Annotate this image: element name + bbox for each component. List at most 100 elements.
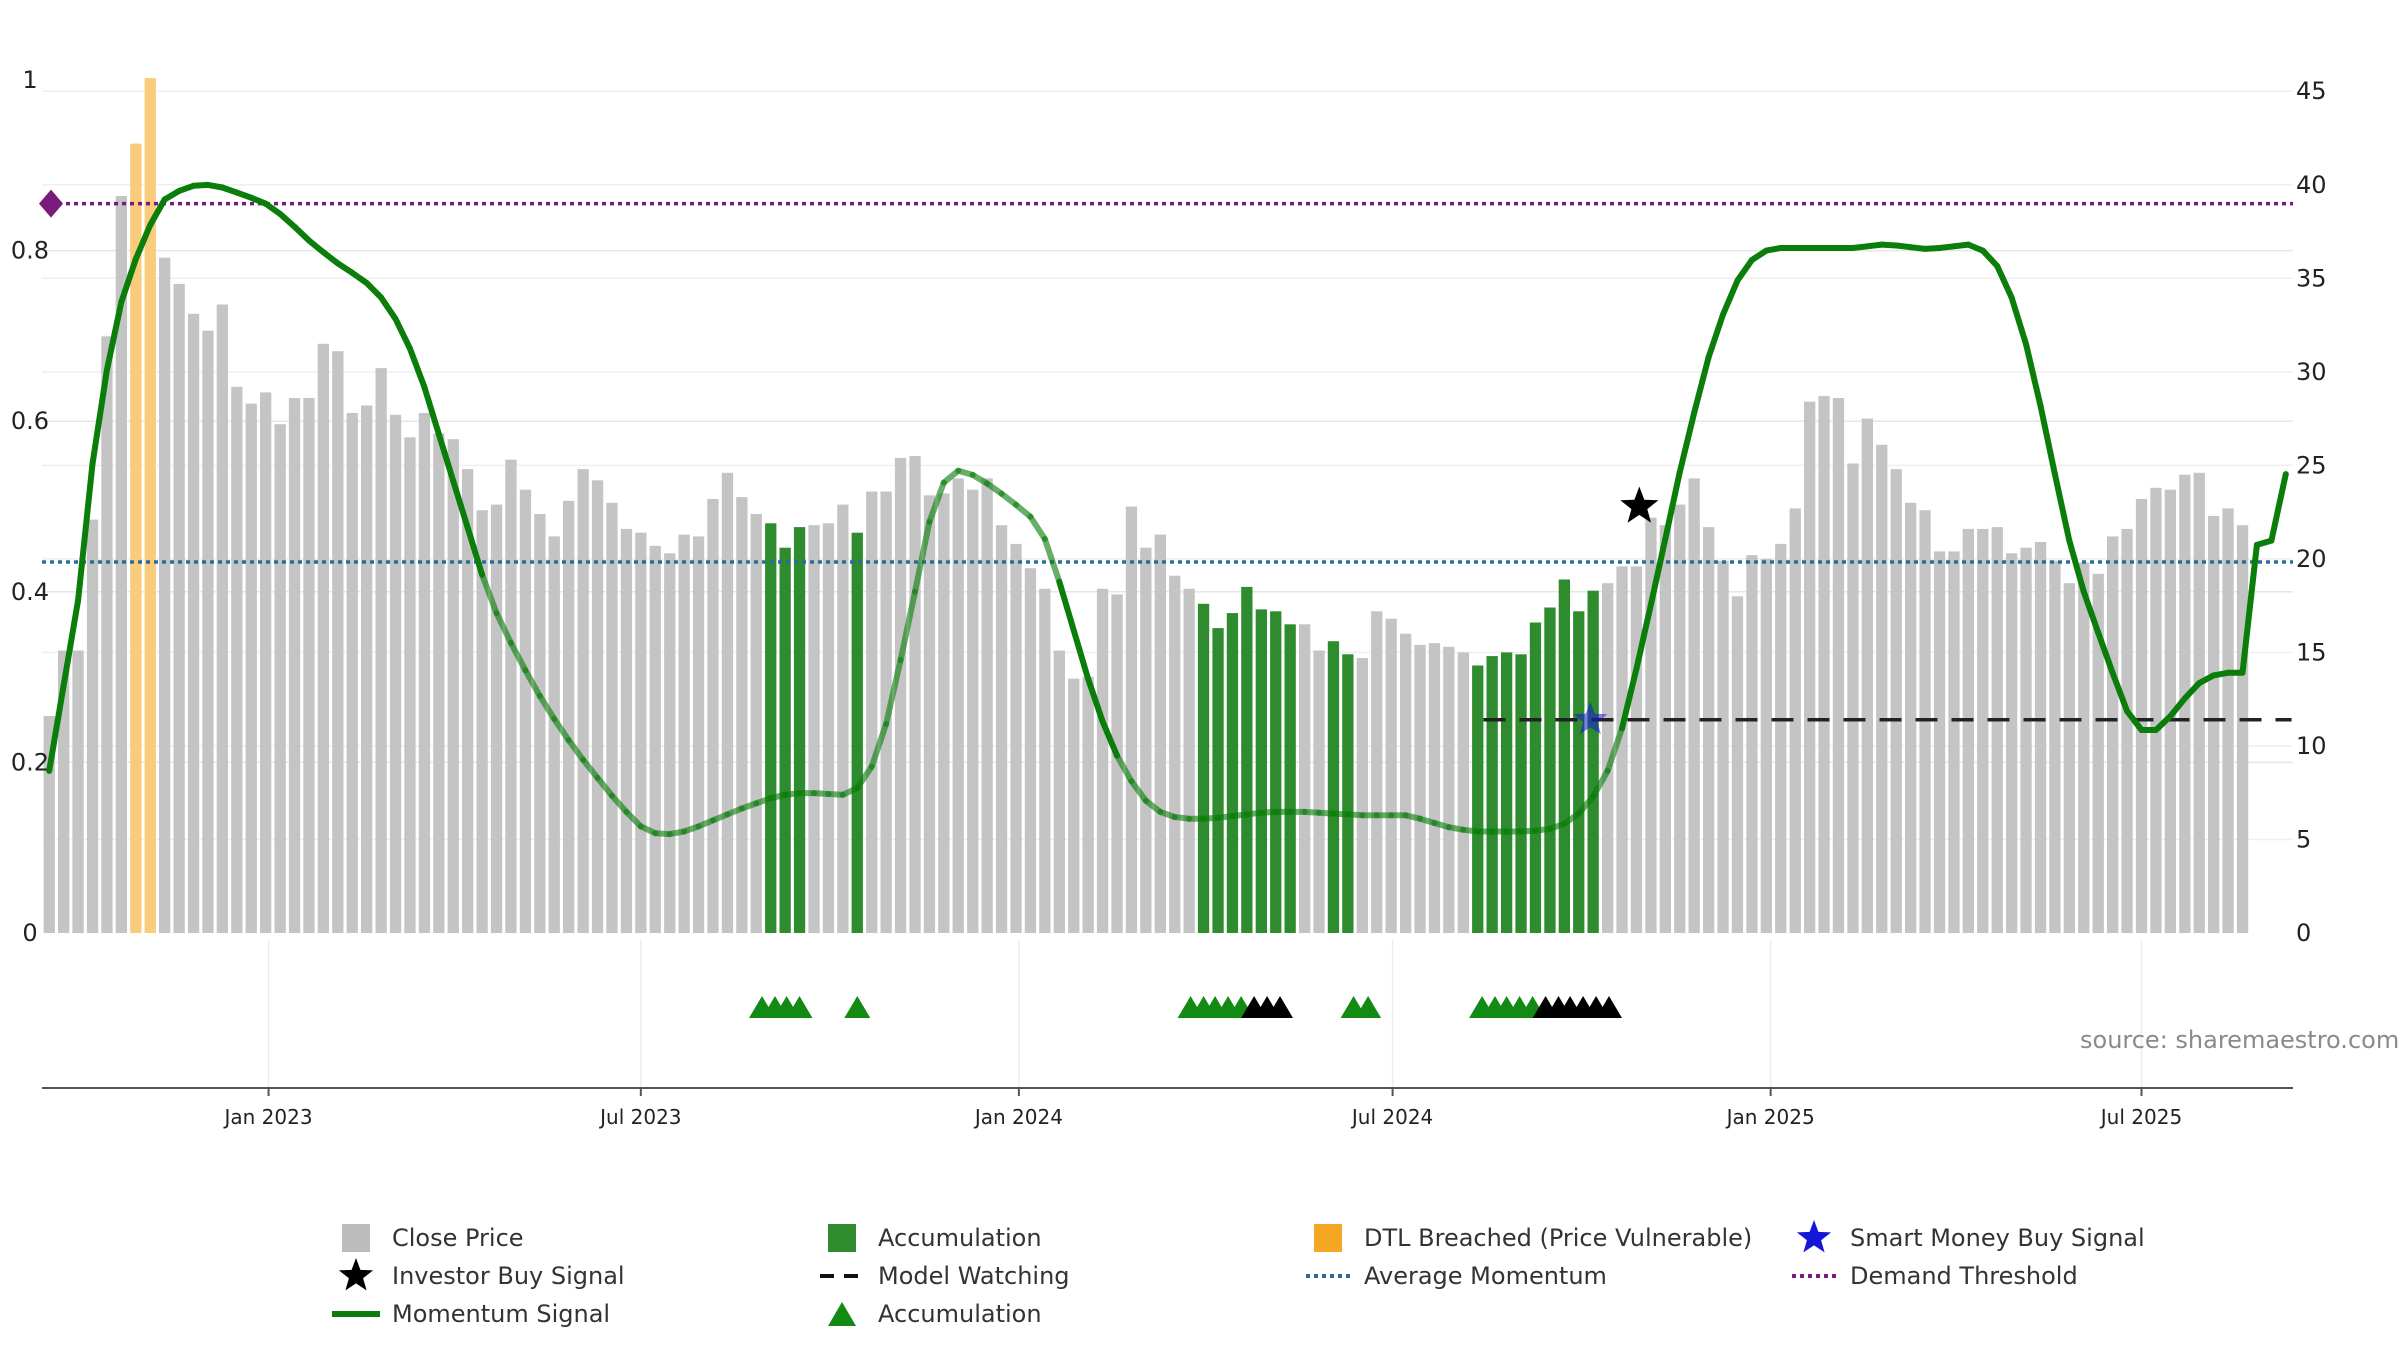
x-axis-tick-label: Jul 2023 [598,1105,681,1129]
close-price-bar [519,489,532,933]
close-price-bar [1356,658,1368,933]
close-price-bar [375,368,387,934]
momentum-signal-segment [522,667,543,699]
close-price-bar [361,405,373,933]
close-price-bar [894,457,907,933]
close-price-bar [635,532,647,933]
momentum-signal-segment [1056,578,1077,634]
accumulation-triangle [786,996,813,1018]
momentum-signal-segment [1662,469,1683,542]
momentum-signal-segment [421,384,442,437]
close-price-bar [1645,517,1657,933]
momentum-signal-segment [2152,713,2174,733]
close-price-bar [2006,553,2018,933]
close-price-bar [952,478,964,933]
momentum-signal-segment [75,460,96,604]
close-price-bar [1890,469,1902,933]
x-axis-tick-label: Jul 2025 [2099,1105,2182,1129]
close-price-bar [346,413,358,933]
accumulation-bar [1486,656,1498,933]
close-price-bar [86,519,99,933]
close-price-bar [1933,551,1946,933]
close-price-bar [418,413,431,933]
right-axis-tick-label: 30 [2296,358,2327,386]
close-price-bar [462,469,474,933]
momentum-signal-segment [2167,695,2188,720]
accumulation-bar [1342,654,1354,933]
momentum-signal-segment [2066,537,2087,595]
close-price-bar [808,525,820,933]
close-price-bar [981,478,993,933]
close-price-bar [577,469,589,933]
accumulation-bar [1544,607,1556,933]
close-price-bar [967,489,979,933]
source-note: source: sharemaestro.com [2080,1026,2400,1054]
close-price-bar [1847,463,1859,933]
close-price-bar [1804,401,1816,933]
close-price-bar [1630,566,1643,933]
left-axis-tick-label: 0.6 [11,407,49,435]
close-price-bar [620,528,633,933]
close-price-bar [2150,487,2162,933]
close-price-bar [909,456,921,933]
gridlines [42,90,2293,1088]
accumulation-bar [1284,624,1296,933]
momentum-signal-segment [1604,725,1625,774]
demand-threshold-marker [39,189,63,218]
momentum-signal-segment [1590,767,1611,800]
close-price-bar [1789,508,1801,933]
close-price-bar [1962,528,1974,933]
accumulation-bar [1587,590,1599,933]
close-price-bar [288,398,301,933]
close-price-bar [923,495,936,933]
close-price-bar [1371,611,1383,933]
close-price-bar [563,500,575,933]
close-price-bar [187,313,200,933]
accumulation-bar [1327,641,1340,933]
right-axis-tick-label: 25 [2296,451,2327,479]
accumulation-bar [1226,613,1239,933]
accumulation-triangle-black [1267,996,1293,1018]
close-price-bar [866,491,878,933]
close-price-bar [707,499,719,933]
close-price-bar [1948,551,1960,933]
close-price-bar [1183,588,1195,933]
momentum-signal-segment [147,196,168,228]
momentum-signal-segment [493,610,514,646]
momentum-signal-segment [1114,752,1135,785]
close-price-bar [1717,560,1729,933]
close-price-bar [1111,594,1123,933]
right-axis-tick-label: 0 [2296,919,2311,947]
close-price-bar [1775,543,1787,933]
close-price-bar [534,514,546,933]
momentum-signal-segment [2124,708,2145,733]
close-price-bar [216,304,228,933]
momentum-signal-segment [1705,311,1726,361]
close-price-bar [173,283,185,933]
dtl-breached-bar [144,78,156,934]
left-axis-tick-label: 0.2 [11,748,49,776]
x-axis-tick-label: Jul 2024 [1350,1105,1433,1129]
close-price-bar [2092,573,2104,933]
accumulation-bar [1501,652,1513,933]
accumulation-triangle [844,996,871,1018]
close-price-bar [1905,502,1917,933]
close-price-bar [476,510,488,933]
accumulation-bar [1558,579,1570,933]
close-price-bar [1443,646,1455,933]
close-price-bar [1977,528,1989,933]
close-price-bar [490,504,503,933]
momentum-signal-segment [320,249,341,267]
close-price-bar [43,716,55,933]
close-price-bar [1602,583,1614,933]
close-price-bar [260,392,272,933]
momentum-signal-segment [464,524,486,578]
close-price-bar [1024,568,1037,933]
close-price-bar [822,523,835,933]
close-price-bar [1385,618,1397,933]
close-price-bar [202,330,214,933]
close-price-bar [750,514,762,933]
momentum-signal-segment [1979,247,2001,269]
close-price-bar [303,398,315,933]
